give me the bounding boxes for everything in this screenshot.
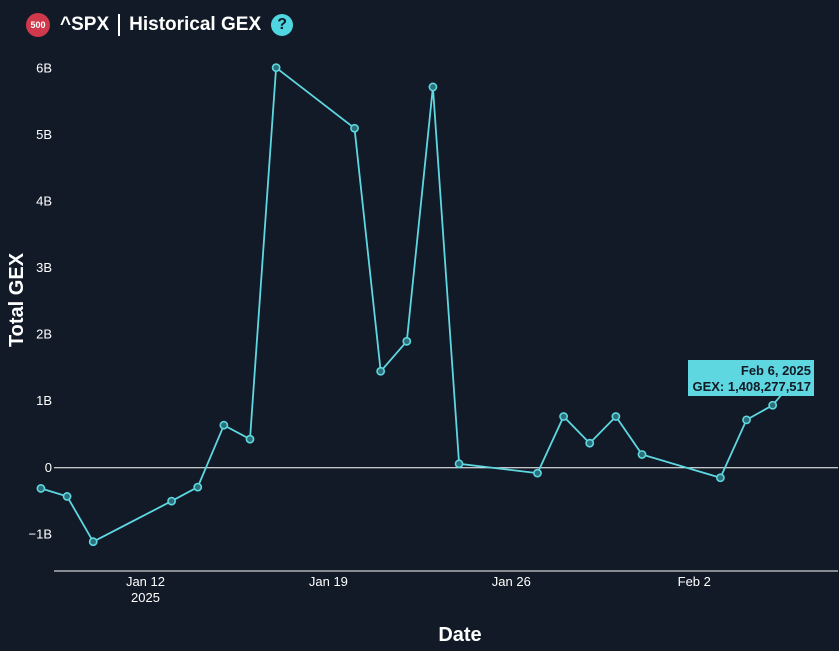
data-point[interactable] — [193, 482, 203, 492]
x-axis-title: Date — [438, 624, 481, 646]
y-tick-label: 3B — [36, 260, 52, 275]
x-tick-year-label: 2025 — [131, 590, 160, 605]
x-tick-label: Jan 12 — [126, 574, 165, 589]
y-tick-label: −1B — [29, 526, 53, 541]
spx-badge-icon: 500 — [26, 13, 50, 37]
data-point[interactable] — [559, 412, 568, 421]
x-tick-label: Jan 26 — [492, 574, 531, 589]
y-axis-title: Total GEX — [6, 252, 28, 347]
data-point[interactable] — [637, 450, 647, 459]
data-point[interactable] — [428, 82, 438, 92]
x-tick-label: Jan 19 — [309, 574, 348, 589]
data-point[interactable] — [768, 400, 778, 410]
data-point[interactable] — [219, 420, 229, 430]
data-point[interactable] — [350, 123, 359, 133]
ticker-symbol: ^SPX — [60, 14, 110, 35]
y-tick-label: 1B — [36, 393, 52, 408]
chart-header: 500 ^SPX Historical GEX ? — [26, 11, 294, 39]
data-point[interactable] — [271, 63, 281, 73]
data-point[interactable] — [533, 468, 542, 478]
chart-title: Historical GEX — [129, 14, 262, 35]
data-point[interactable] — [716, 473, 725, 483]
data-point[interactable] — [611, 412, 621, 421]
y-tick-label: 2B — [36, 327, 52, 342]
title-separator — [118, 14, 121, 36]
data-point[interactable] — [402, 336, 412, 346]
y-tick-label: 0 — [45, 460, 52, 475]
help-icon[interactable]: ? — [271, 14, 294, 36]
data-point[interactable] — [36, 484, 46, 493]
data-point[interactable] — [742, 415, 751, 425]
y-tick-label: 6B — [36, 60, 52, 75]
gex-series-line — [40, 65, 800, 543]
data-point[interactable] — [454, 459, 464, 469]
data-point[interactable] — [376, 366, 386, 376]
hover-tooltip-box — [688, 360, 814, 396]
data-point[interactable] — [585, 438, 595, 448]
tooltip-value: GEX: 1,408,277,517 — [692, 379, 811, 394]
y-tick-label: 4B — [36, 193, 52, 208]
x-tick-label: Feb 2 — [678, 574, 711, 589]
y-tick-label: 5B — [36, 127, 52, 142]
tooltip-date: Feb 6, 2025 — [741, 363, 811, 378]
data-point[interactable] — [167, 496, 176, 506]
data-point[interactable] — [245, 434, 255, 444]
data-point[interactable] — [88, 537, 98, 547]
data-point[interactable] — [62, 492, 72, 501]
